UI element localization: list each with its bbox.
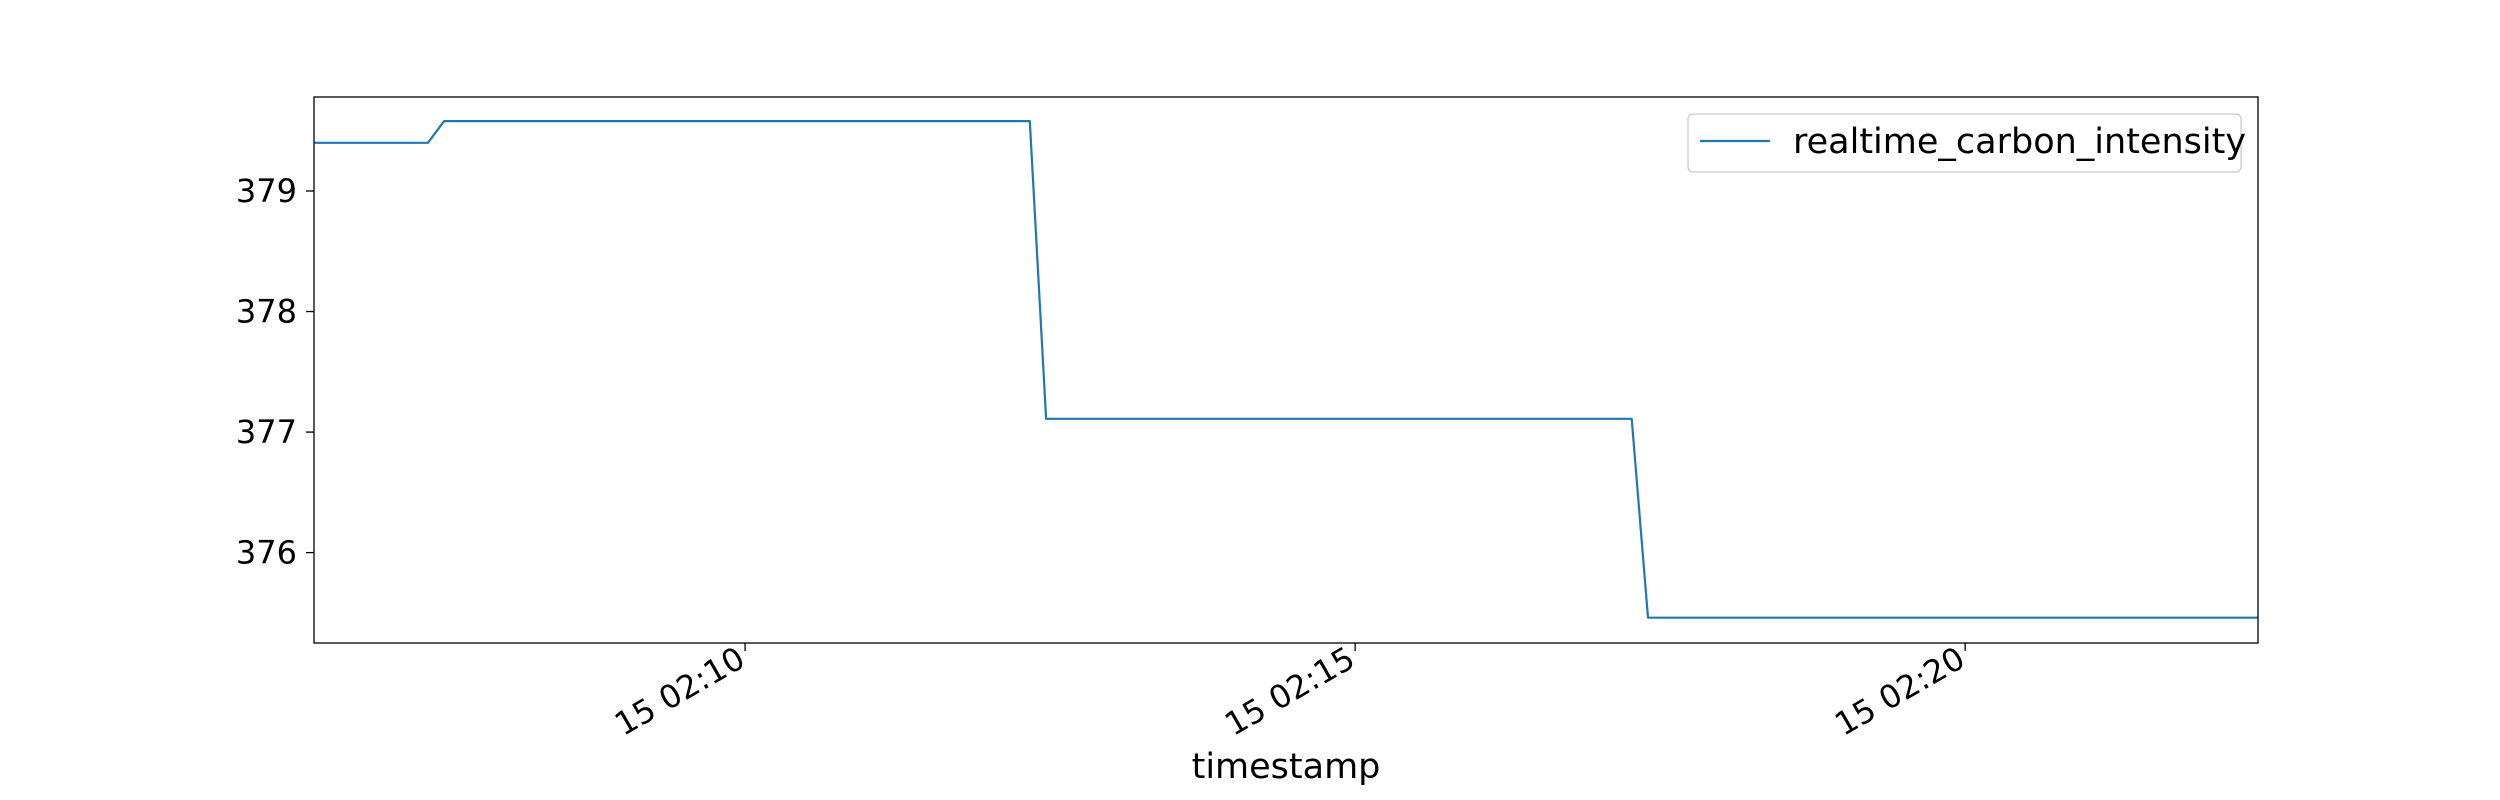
x-axis-label: timestamp bbox=[1192, 747, 1381, 787]
y-tick-label: 379 bbox=[236, 172, 297, 210]
x-tick-label: 15 02:15 bbox=[1218, 639, 1361, 743]
legend: realtime_carbon_intensity bbox=[1687, 113, 2246, 173]
y-tick-label: 377 bbox=[236, 413, 297, 451]
y-axis: 376 377 378 379 bbox=[236, 172, 314, 572]
series-layer bbox=[314, 119, 2258, 619]
y-tick-label: 378 bbox=[236, 293, 297, 331]
plot-frame bbox=[313, 96, 2259, 644]
x-axis: 15 02:10 15 02:15 15 02:20 bbox=[608, 639, 1971, 743]
y-tick-label: 376 bbox=[236, 534, 297, 572]
legend-box bbox=[1687, 113, 2242, 173]
x-tick-label: 15 02:10 bbox=[608, 639, 751, 743]
legend-label: realtime_carbon_intensity bbox=[1793, 122, 2246, 162]
plot-area bbox=[314, 97, 2258, 643]
series-line-realtime_carbon_intensity bbox=[314, 119, 2258, 619]
x-tick-label: 15 02:20 bbox=[1828, 639, 1971, 743]
